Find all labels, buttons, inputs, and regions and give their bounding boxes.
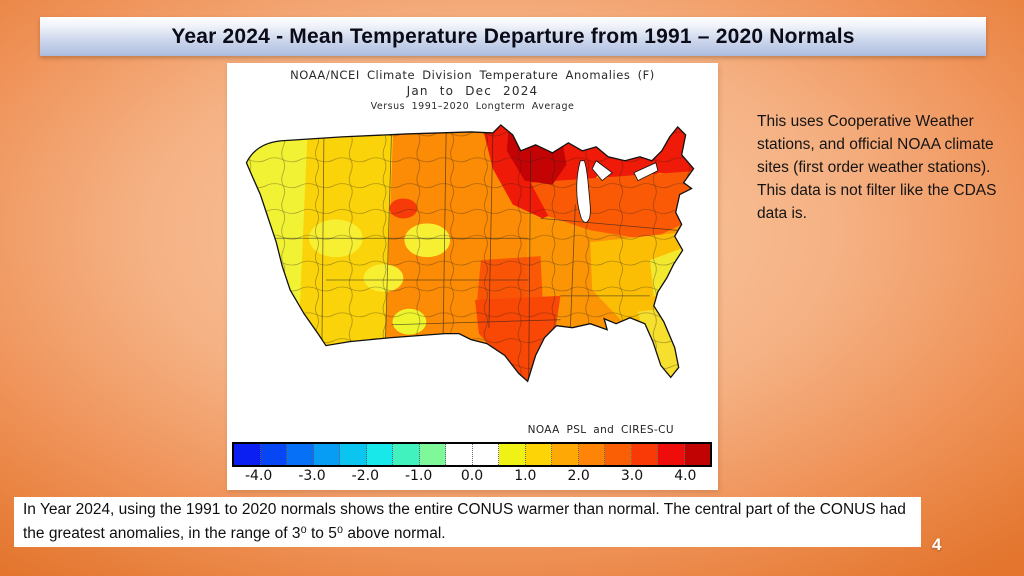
psl-credit: NOAA PSL and CIRES-CU [527, 424, 674, 436]
colorbar-cell-12 [552, 444, 579, 465]
colorbar-cell-16 [658, 444, 685, 465]
map-title-line2: Jan to Dec 2024 [406, 84, 539, 98]
colorbar-tick-label: -4.0 [244, 468, 273, 484]
conus-outline [245, 124, 695, 383]
page-number: 4 [932, 535, 942, 554]
map-figure-title: NOAA/NCEI Climate Division Temperature A… [227, 68, 718, 112]
colorbar-tick-label: 1.0 [514, 468, 537, 484]
map-title-line1: NOAA/NCEI Climate Division Temperature A… [290, 68, 655, 82]
colorbar-cell-6 [393, 444, 420, 465]
state-boundary-lines [252, 130, 694, 382]
colorbar-cell-13 [578, 444, 605, 465]
title-bar: Year 2024 - Mean Temperature Departure f… [40, 17, 986, 56]
map-title-line3: Versus 1991–2020 Longterm Average [370, 101, 575, 112]
colorbar-cell-17 [684, 444, 710, 465]
colorbar-tick-label: 0.0 [460, 468, 484, 484]
map-panel: NOAA/NCEI Climate Division Temperature A… [227, 63, 718, 490]
colorbar-tick-label: -3.0 [298, 468, 326, 484]
colorbar-cell-2 [287, 444, 314, 465]
colorbar-cell-1 [260, 444, 287, 465]
slide-title: Year 2024 - Mean Temperature Departure f… [171, 24, 855, 48]
colorbar-cell-9 [472, 444, 499, 465]
colorbar-cell-4 [340, 444, 367, 465]
colorbar-cell-15 [631, 444, 658, 465]
colorbar-cell-8 [446, 444, 473, 465]
caption-text: In Year 2024, using the 1991 to 2020 nor… [14, 497, 921, 547]
colorbar-cell-0 [234, 444, 261, 465]
colorbar-cell-7 [419, 444, 446, 465]
colorbar-tick-label: -1.0 [404, 468, 433, 484]
colorbar-cell-11 [525, 444, 552, 465]
colorbar-tick-label: -2.0 [351, 468, 379, 484]
us-climate-division-map [245, 124, 695, 383]
colorbar-tick-labels: -4.0 -3.0 -2.0 -1.0 0.0 1.0 2.0 3.0 4.0 [232, 468, 712, 486]
lake-huron [591, 160, 613, 182]
colorbar-cell-14 [605, 444, 632, 465]
colorbar-cell-10 [499, 444, 526, 465]
colorbar [232, 442, 712, 467]
lake-michigan [576, 160, 591, 223]
colorbar-tick-label: 4.0 [674, 468, 697, 484]
colorbar-cell-3 [313, 444, 340, 465]
colorbar-tick-label: 3.0 [620, 468, 644, 484]
colorbar-cell-5 [366, 444, 393, 465]
lake-erie [633, 162, 659, 182]
colorbar-tick-label: 2.0 [567, 468, 590, 484]
climate-division-lines [246, 124, 694, 382]
side-note-text: This uses Cooperative Weather stations, … [757, 113, 997, 222]
